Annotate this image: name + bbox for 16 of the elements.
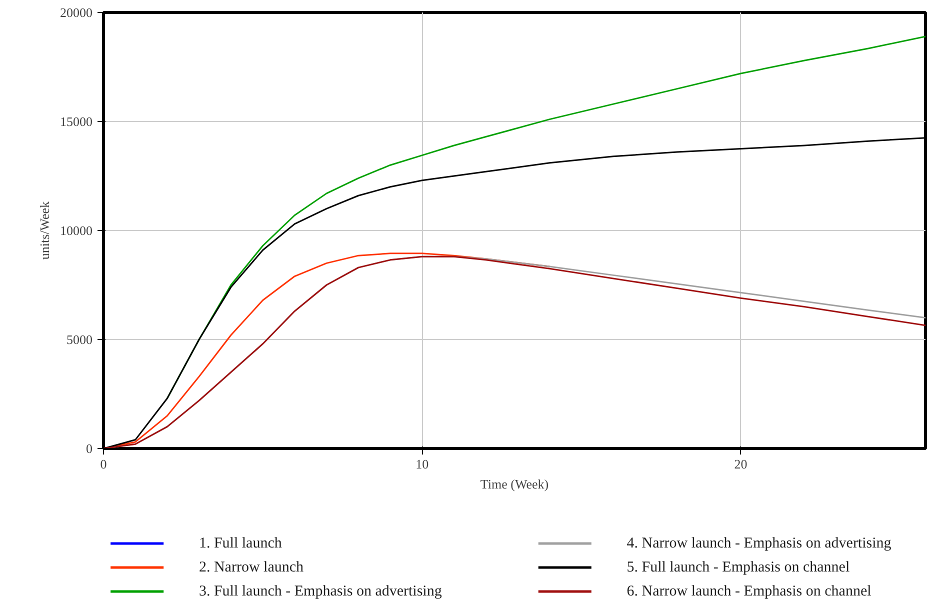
legend-label: 5. Full launch - Emphasis on channel (626, 560, 850, 576)
y-tick-label: 5000 (66, 332, 92, 347)
y-tick-label: 20000 (60, 5, 92, 20)
x-tick-label: 20 (734, 456, 748, 472)
x-axis-title: Time (Week) (480, 476, 549, 492)
y-tick-label: 10000 (60, 223, 92, 238)
legend-label: 1. Full launch (198, 536, 282, 552)
y-tick-label: 15000 (60, 114, 92, 129)
x-tick-label: 0 (100, 456, 107, 472)
legend-label: 6. Narrow launch - Emphasis on channel (626, 584, 872, 600)
legend-label: 2. Narrow launch (198, 560, 304, 576)
y-axis-title: units/Week (37, 200, 52, 260)
x-tick-label: 10 (416, 456, 429, 472)
y-tick-label: 0 (86, 441, 92, 456)
legend-label: 3. Full launch - Emphasis on advertising (198, 584, 442, 600)
legend-label: 4. Narrow launch - Emphasis on advertising (626, 536, 892, 552)
